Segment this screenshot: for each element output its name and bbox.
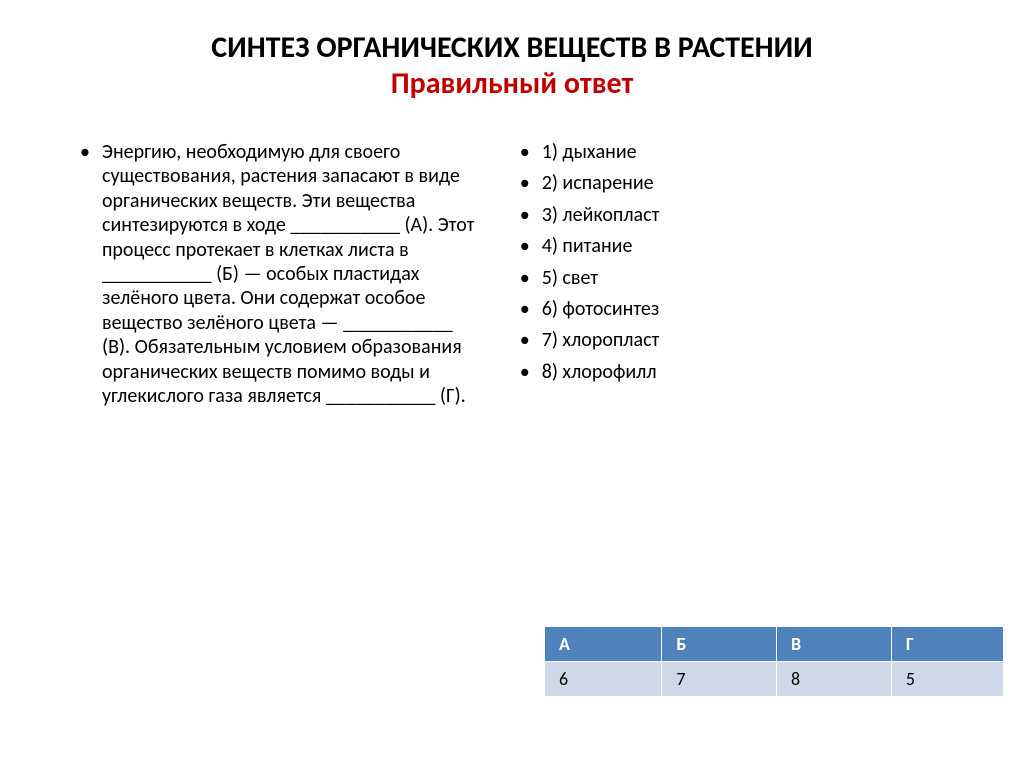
option-item: 5) свет	[520, 266, 964, 290]
table-header-cell: Б	[662, 627, 777, 662]
right-column: 1) дыхание 2) испарение 3) лейкопласт 4)…	[510, 140, 964, 408]
option-item: 6) фотосинтез	[520, 297, 964, 321]
title-block: СИНТЕЗ ОРГАНИЧЕСКИХ ВЕЩЕСТВ В РАСТЕНИИ П…	[60, 30, 964, 102]
table-header-row: А Б В Г	[545, 627, 1004, 662]
table-header-cell: А	[545, 627, 662, 662]
left-column: Энергию, необходимую для своего существо…	[60, 140, 480, 408]
option-item: 7) хлоропласт	[520, 328, 964, 352]
table-cell: 8	[777, 662, 892, 697]
table-cell: 6	[545, 662, 662, 697]
answer-table: А Б В Г 6 7 8 5	[544, 626, 1004, 697]
table-header-cell: Г	[891, 627, 1003, 662]
options-list: 1) дыхание 2) испарение 3) лейкопласт 4)…	[520, 140, 964, 384]
answer-table-container: А Б В Г 6 7 8 5	[544, 626, 1004, 697]
table-header-cell: В	[777, 627, 892, 662]
table-cell: 5	[891, 662, 1003, 697]
option-item: 2) испарение	[520, 171, 964, 195]
title-sub: Правильный ответ	[60, 66, 964, 102]
content-columns: Энергию, необходимую для своего существо…	[60, 140, 964, 408]
option-item: 1) дыхание	[520, 140, 964, 164]
left-bullet-list: Энергию, необходимую для своего существо…	[80, 140, 480, 408]
passage-text: Энергию, необходимую для своего существо…	[80, 140, 480, 408]
table-cell: 7	[662, 662, 777, 697]
option-item: 4) питание	[520, 234, 964, 258]
option-item: 8) хлорофилл	[520, 360, 964, 384]
title-main: СИНТЕЗ ОРГАНИЧЕСКИХ ВЕЩЕСТВ В РАСТЕНИИ	[60, 30, 964, 66]
table-row: 6 7 8 5	[545, 662, 1004, 697]
option-item: 3) лейкопласт	[520, 203, 964, 227]
